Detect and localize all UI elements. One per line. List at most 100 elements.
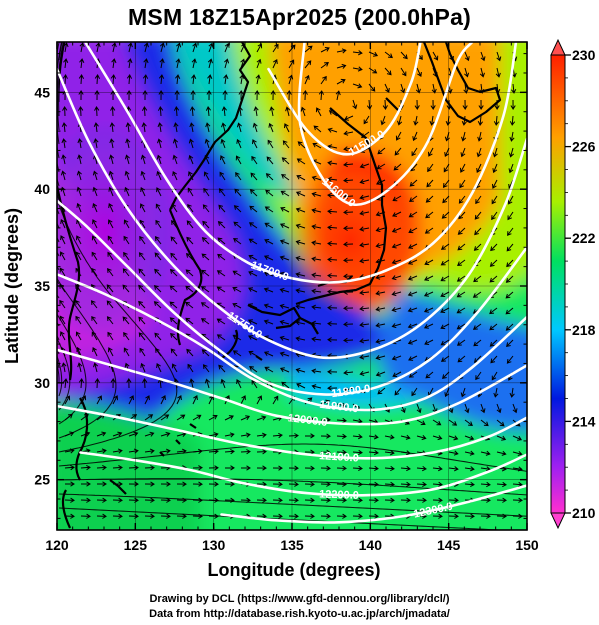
- wind-arrow: [232, 303, 242, 309]
- wind-arrow: [107, 268, 114, 277]
- wind-arrow: [480, 466, 491, 472]
- wind-arrow: [509, 387, 515, 398]
- wind-arrow: [110, 106, 116, 117]
- wind-arrow: [440, 355, 450, 362]
- wind-arrow: [138, 332, 146, 341]
- wind-arrow: [359, 322, 370, 328]
- wind-arrow: [336, 48, 347, 54]
- wind-arrow: [473, 275, 482, 283]
- wind-arrow: [122, 268, 130, 277]
- wind-arrow: [191, 58, 197, 69]
- colorbar-max-arrow: [550, 38, 566, 56]
- wind-arrow: [442, 179, 450, 188]
- wind-arrow: [61, 122, 67, 133]
- wind-arrow: [493, 115, 500, 126]
- wind-arrow: [394, 387, 402, 396]
- wind-arrow: [512, 403, 518, 414]
- wind-arrow: [423, 323, 434, 329]
- x-tick-label: 150: [515, 537, 539, 553]
- wind-arrow: [359, 242, 370, 248]
- wind-arrow: [508, 163, 514, 174]
- wind-arrow: [252, 139, 258, 149]
- wind-arrow: [111, 58, 117, 69]
- wind-arrow: [493, 387, 499, 398]
- wind-arrow: [311, 256, 322, 262]
- wind-arrow: [432, 435, 443, 441]
- wind-arrow: [311, 288, 322, 294]
- wind-arrow: [442, 195, 450, 204]
- wind-arrow: [440, 275, 450, 282]
- wind-arrow: [408, 355, 418, 361]
- wind-arrow: [311, 224, 322, 230]
- wind-arrow: [126, 378, 132, 389]
- wind-arrow: [61, 138, 67, 149]
- wind-arrow: [91, 251, 98, 261]
- wind-arrow: [248, 254, 258, 261]
- wind-arrow: [320, 75, 327, 85]
- wind-arrow: [343, 387, 354, 393]
- wind-arrow: [187, 187, 194, 197]
- wind-arrow: [375, 338, 386, 344]
- wind-arrow: [448, 513, 459, 519]
- wind-arrow: [248, 238, 258, 245]
- colorbar-ticks: 210 214 218 222 226 230: [565, 47, 596, 521]
- wind-arrow: [175, 74, 181, 85]
- y-tick-label: 35: [34, 278, 50, 294]
- wind-arrow: [380, 115, 386, 126]
- wind-arrow: [249, 366, 258, 373]
- wind-arrow: [160, 448, 171, 454]
- streamline: [57, 265, 60, 271]
- wind-arrow: [109, 154, 115, 165]
- wind-arrow: [224, 415, 234, 421]
- wind-arrow: [320, 465, 331, 471]
- wind-arrow: [220, 155, 226, 165]
- wind-arrow: [296, 383, 306, 389]
- wind-arrow: [160, 497, 171, 503]
- wind-arrow: [352, 83, 363, 89]
- wind-arrow: [464, 403, 470, 414]
- wind-arrow: [384, 497, 395, 503]
- wind-arrow: [473, 243, 482, 251]
- wind-arrow: [392, 195, 402, 202]
- wind-arrow: [506, 339, 514, 348]
- wind-arrow: [343, 225, 354, 231]
- height-contour-line: [57, 404, 527, 460]
- wind-arrow: [359, 163, 370, 169]
- wind-arrow: [474, 211, 482, 220]
- wind-arrow: [295, 256, 306, 262]
- wind-arrow: [249, 189, 258, 197]
- height-contour-line: [220, 484, 527, 524]
- wind-arrow: [106, 316, 114, 325]
- wind-arrow: [81, 481, 91, 487]
- wind-arrow: [200, 302, 210, 309]
- wind-arrow: [281, 174, 290, 181]
- wind-arrow: [400, 51, 408, 60]
- wind-arrow: [327, 208, 338, 215]
- wind-arrow: [407, 259, 418, 265]
- wind-arrow: [62, 74, 68, 85]
- wind-arrow: [64, 497, 75, 503]
- wind-arrow: [109, 138, 115, 149]
- wind-arrow: [336, 513, 347, 519]
- wind-arrow: [192, 513, 203, 519]
- wind-arrow: [79, 58, 85, 69]
- wind-arrow: [156, 363, 162, 373]
- wind-arrow: [64, 431, 75, 437]
- wind-arrow: [416, 466, 427, 472]
- wind-arrow: [464, 450, 475, 456]
- wind-arrow: [201, 237, 210, 245]
- wind-arrow: [154, 268, 162, 277]
- wind-arrow: [65, 481, 75, 487]
- wind-arrow: [169, 269, 178, 277]
- wind-arrow: [480, 403, 486, 414]
- wind-arrow: [80, 513, 91, 519]
- wind-arrow: [336, 78, 346, 85]
- height-contour-line: [79, 451, 527, 497]
- streamline: [57, 308, 60, 313]
- wind-arrow: [352, 418, 363, 424]
- wind-arrow: [304, 465, 315, 471]
- wind-arrow: [200, 318, 210, 325]
- wind-arrow: [296, 158, 306, 165]
- wind-arrow: [511, 83, 517, 94]
- wind-arrow: [458, 211, 466, 220]
